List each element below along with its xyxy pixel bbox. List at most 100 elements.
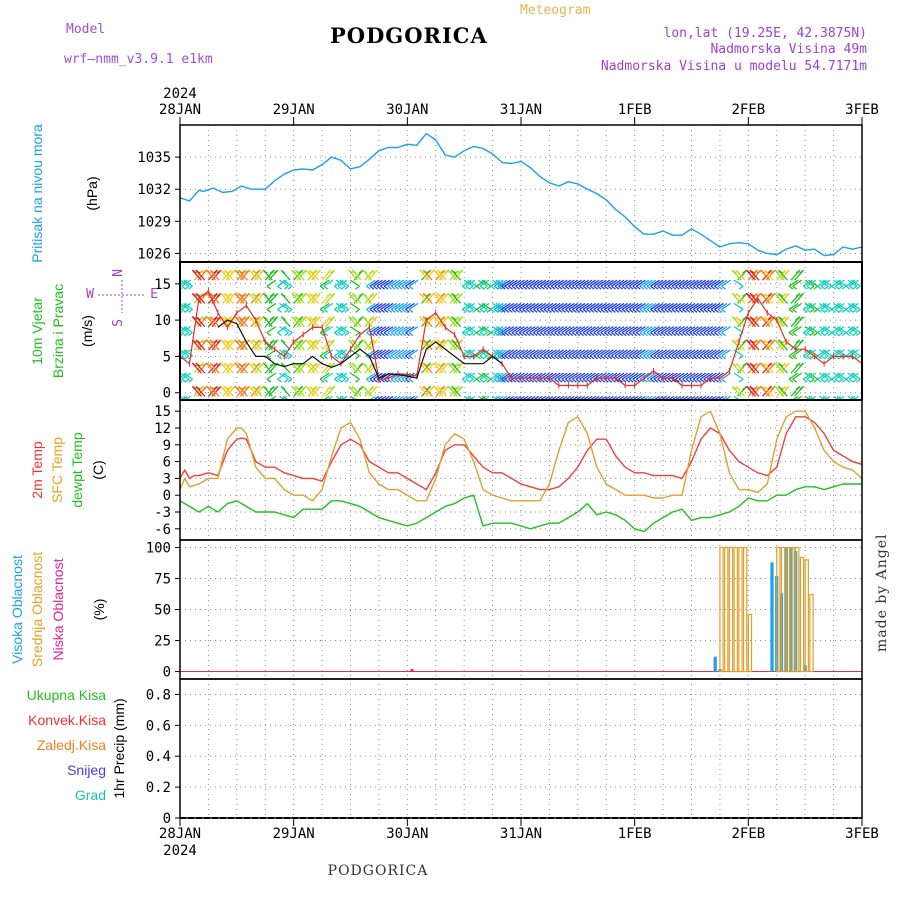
wind-arrow-barb: [348, 339, 353, 344]
wind-arrow-barb: [587, 402, 591, 405]
wind-arrow: [277, 372, 287, 380]
wind-arrow-barb: [646, 308, 652, 313]
wind-arrow: [536, 349, 547, 357]
wind-arrow-barb: [867, 309, 871, 312]
wind-arrow-barb: [672, 402, 676, 405]
wind-arrow: [678, 302, 689, 310]
wind-arrow: [497, 349, 508, 357]
wind-arrow-barb: [586, 378, 591, 383]
wind-arrow-barb: [548, 402, 552, 405]
wind-arrow-barb: [589, 285, 595, 290]
wind-arrow: [671, 279, 682, 287]
wind-arrow: [639, 349, 650, 357]
wind-arrow-barb: [277, 308, 282, 313]
wind-arrow: [819, 302, 829, 310]
wind-arrow: [632, 349, 643, 357]
y-tick-label: 0.6: [146, 718, 171, 734]
wind-arrow: [337, 326, 348, 334]
ylabel-1: Srednja Oblacnost: [29, 552, 45, 667]
wind-arrow-barb: [209, 339, 215, 344]
wind-arrow: [804, 302, 815, 310]
wind-arrow-barb: [465, 332, 471, 337]
wind-arrow: [547, 326, 557, 334]
wind-arrow: [529, 279, 540, 287]
wind-arrow-barb: [565, 402, 569, 405]
wind-arrow: [671, 326, 682, 334]
wind-arrow-barb: [209, 316, 215, 321]
wind-arrow-barb: [594, 402, 598, 405]
wind-arrow-barb: [401, 308, 407, 313]
wind-arrow-barb: [784, 316, 790, 321]
wind-arrow: [653, 302, 664, 310]
wind-arrow-barb: [540, 285, 545, 290]
wind-arrow: [710, 302, 721, 310]
wind-arrow-barb: [835, 402, 839, 405]
wind-arrow-barb: [738, 378, 744, 383]
wind-arrow-barb: [692, 378, 698, 383]
wind-arrow-barb: [202, 362, 208, 367]
wind-arrow-barb: [746, 292, 751, 297]
wind-arrow-barb: [582, 355, 588, 360]
wind-arrow-barb: [746, 339, 751, 344]
time-label-top: 1FEB: [618, 102, 652, 118]
wind-arrow-barb: [646, 378, 652, 383]
wind-arrow: [387, 279, 398, 287]
y-tick-label: -6: [154, 522, 171, 538]
wind-arrow-barb: [269, 385, 275, 390]
wind-arrow-barb: [316, 362, 321, 367]
wind-arrow-barb: [614, 355, 620, 360]
wind-arrow-barb: [756, 269, 762, 274]
wind-arrow-barb: [867, 402, 871, 405]
wind-arrow-barb: [330, 339, 336, 344]
wind-arrow-barb: [390, 308, 396, 313]
wind-arrow: [277, 279, 287, 287]
wind-arrow: [579, 326, 589, 334]
ylabel-3: (C): [90, 460, 106, 479]
wind-arrow-barb: [697, 402, 701, 405]
wind-arrow-barb: [369, 355, 375, 360]
wind-arrow-barb: [770, 269, 776, 274]
wind-arrow-barb: [191, 362, 197, 367]
wind-arrow: [181, 326, 192, 334]
wind-arrow-barb: [337, 378, 343, 383]
wind-arrow-barb: [827, 378, 833, 383]
wind-arrow-barb: [408, 332, 414, 337]
wind-arrow: [334, 326, 344, 334]
wind-arrow: [380, 349, 390, 357]
wind-arrow-barb: [319, 332, 325, 337]
wind-arrow-barb: [305, 316, 311, 321]
wind-arrow-barb: [543, 308, 549, 313]
wind-arrow: [380, 279, 390, 287]
wind-arrow-barb: [362, 269, 368, 274]
wind-arrow: [703, 349, 714, 357]
wind-arrow: [397, 349, 408, 357]
wind-arrow-barb: [497, 355, 503, 360]
wind-arrow-barb: [351, 316, 357, 321]
wind-arrow-barb: [330, 385, 336, 390]
wind-arrow: [861, 349, 862, 351]
wind-arrow: [660, 349, 671, 357]
wind-arrow-barb: [458, 292, 463, 297]
wind-arrow: [653, 372, 664, 380]
wind-arrow-barb: [351, 292, 357, 297]
wind-arrow-barb: [817, 355, 822, 360]
wind-arrow: [696, 372, 707, 380]
wind-arrow-barb: [451, 269, 457, 274]
wind-arrow-barb: [479, 308, 485, 313]
wind-arrow: [465, 302, 476, 310]
wind-arrow-barb: [614, 285, 620, 290]
cloud-bar-outline: [742, 546, 748, 673]
wind-arrow-barb: [834, 332, 840, 337]
wind-arrow-barb: [564, 355, 570, 360]
y-tick-label: 0.2: [146, 780, 171, 796]
wind-arrow-barb: [202, 339, 208, 344]
wind-arrow-barb: [402, 402, 406, 405]
wind-arrow-barb: [305, 385, 311, 390]
model-label: Model: [66, 22, 105, 37]
wind-arrow-barb: [704, 402, 708, 405]
wind-arrow: [579, 279, 589, 287]
wind-arrow: [554, 349, 564, 357]
wind-arrow: [660, 302, 671, 310]
wind-arrow-barb: [643, 285, 648, 290]
wind-arrow-barb: [639, 308, 645, 313]
